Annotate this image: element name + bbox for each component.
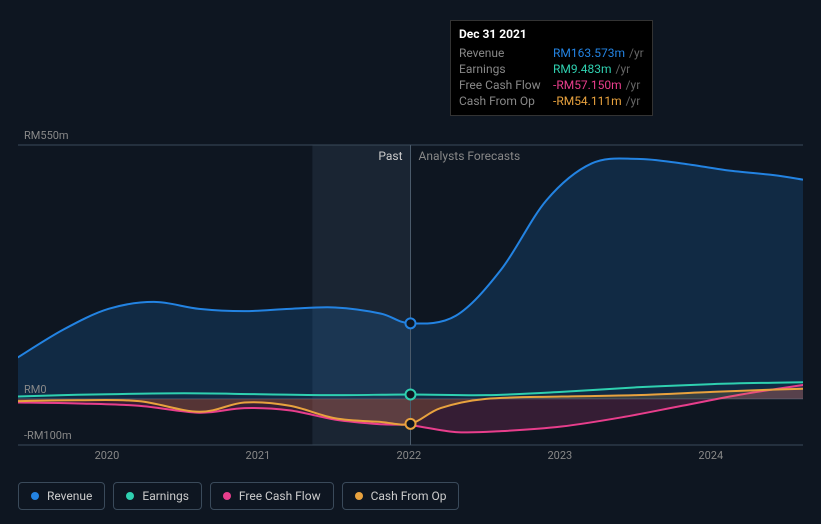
legend-item-label: Free Cash Flow (239, 489, 321, 503)
legend-item-label: Revenue (47, 489, 92, 503)
tooltip-row: RevenueRM163.573m/yr (459, 45, 644, 61)
y-axis-label: -RM100m (24, 429, 72, 442)
x-axis-label: 2021 (246, 449, 271, 462)
legend-item-fcf[interactable]: Free Cash Flow (210, 482, 334, 510)
tooltip-row-value: -RM57.150m (553, 78, 622, 92)
past-label: Past (378, 149, 402, 163)
tooltip-row-unit: /yr (626, 78, 641, 92)
tooltip-date: Dec 31 2021 (459, 27, 644, 45)
x-axis-label: 2024 (698, 449, 723, 462)
legend-item-revenue[interactable]: Revenue (18, 482, 105, 510)
legend-dot-icon (355, 492, 363, 500)
legend-item-cfo[interactable]: Cash From Op (342, 482, 460, 510)
tooltip-row-value: -RM54.111m (553, 94, 622, 108)
legend-dot-icon (31, 492, 39, 500)
x-axis-label: 2022 (397, 449, 422, 462)
chart-svg (18, 0, 803, 505)
tooltip-row-unit: /yr (616, 62, 631, 76)
chart-tooltip: Dec 31 2021 RevenueRM163.573m/yrEarnings… (450, 20, 653, 116)
tooltip-row-value: RM163.573m (553, 46, 625, 60)
tooltip-row: EarningsRM9.483m/yr (459, 61, 644, 77)
tooltip-row: Free Cash Flow-RM57.150m/yr (459, 77, 644, 93)
earnings-marker (406, 389, 416, 399)
forecast-label: Analysts Forecasts (419, 149, 521, 163)
chart-legend: Revenue Earnings Free Cash Flow Cash From O… (18, 482, 459, 510)
chart-container: RM550m RM0 -RM100m 2020 2021 2022 2023 2024 Past… (18, 0, 803, 475)
y-axis-label: RM0 (24, 383, 47, 396)
legend-item-label: Cash From Op (371, 489, 447, 503)
tooltip-row-label: Earnings (459, 62, 553, 76)
tooltip-row-label: Cash From Op (459, 94, 553, 108)
tooltip-row-label: Free Cash Flow (459, 78, 553, 92)
cfo-marker (406, 419, 416, 429)
legend-item-label: Earnings (142, 489, 189, 503)
x-axis-label: 2023 (547, 449, 572, 462)
revenue-marker (406, 318, 416, 328)
tooltip-row-value: RM9.483m (553, 62, 612, 76)
tooltip-row-unit: /yr (629, 46, 644, 60)
tooltip-row: Cash From Op-RM54.111m/yr (459, 93, 644, 109)
legend-dot-icon (126, 492, 134, 500)
legend-dot-icon (223, 492, 231, 500)
x-axis-label: 2020 (95, 449, 120, 462)
y-axis-label: RM550m (24, 129, 69, 142)
tooltip-row-unit: /yr (626, 94, 641, 108)
tooltip-row-label: Revenue (459, 46, 553, 60)
legend-item-earnings[interactable]: Earnings (113, 482, 202, 510)
